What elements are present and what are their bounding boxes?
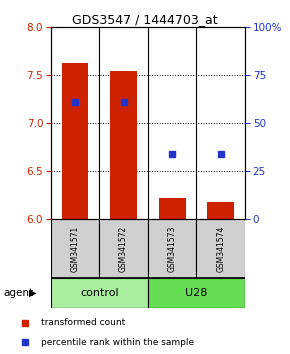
Text: U28: U28 [185, 288, 208, 298]
Text: agent: agent [3, 288, 33, 298]
Bar [197, 219, 245, 278]
Bar [148, 278, 245, 308]
Text: ▶: ▶ [29, 288, 37, 298]
Bar [148, 219, 196, 278]
Text: GSM341571: GSM341571 [70, 225, 79, 272]
Bar [62, 63, 88, 219]
Bar [207, 202, 234, 219]
Text: GSM341572: GSM341572 [119, 225, 128, 272]
Text: GSM341573: GSM341573 [168, 225, 177, 272]
Bar [99, 219, 148, 278]
Bar [51, 219, 99, 278]
Bar [51, 278, 148, 308]
Text: percentile rank within the sample: percentile rank within the sample [41, 338, 194, 347]
Text: control: control [80, 288, 119, 298]
Bar [110, 71, 137, 219]
Text: GDS3547 / 1444703_at: GDS3547 / 1444703_at [72, 13, 218, 27]
Text: transformed count: transformed count [41, 318, 125, 327]
Bar [159, 198, 186, 219]
Text: GSM341574: GSM341574 [216, 225, 225, 272]
